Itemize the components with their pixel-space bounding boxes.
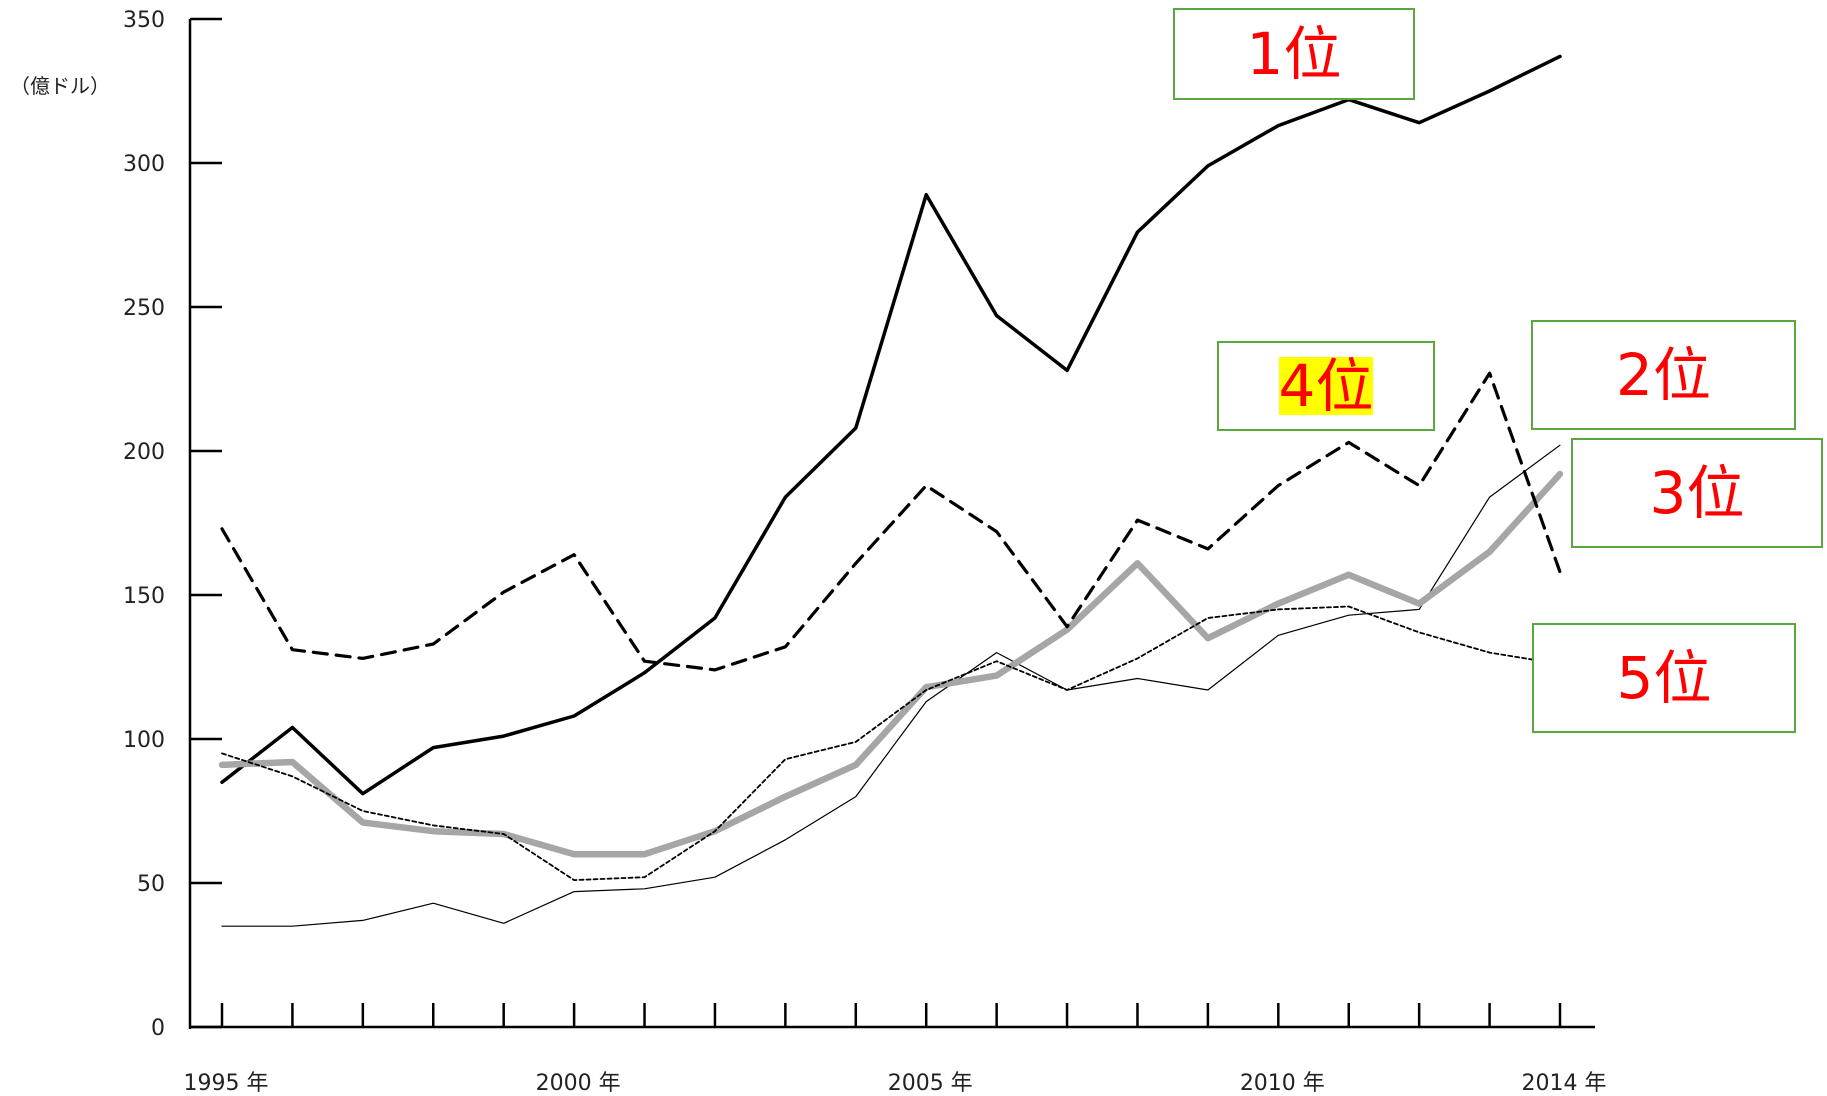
rank-label-3: 3位 [1649, 459, 1745, 527]
rank-box-2: 2位 [1531, 320, 1796, 430]
series-line-rank-5 [221, 605, 1561, 881]
rank-box-1: 1位 [1173, 8, 1415, 100]
x-tick-label-2014: 2014 年 [1522, 1071, 1607, 1096]
rank-label-1: 1位 [1246, 20, 1342, 88]
rank-label-4: 4位 [1278, 352, 1374, 420]
y-tick-label-100: 100 [123, 728, 165, 753]
y-axis-unit-label: （億ドル） [10, 74, 110, 98]
rank-label-2: 2位 [1616, 341, 1711, 409]
series-line-rank-2 [221, 444, 1561, 927]
y-tick-label-300: 300 [123, 152, 165, 177]
rank-label-5: 5位 [1616, 644, 1712, 712]
rank-box-5: 5位 [1532, 623, 1796, 733]
y-tick-label-150: 150 [123, 584, 165, 609]
y-tick-label-350: 350 [123, 8, 165, 33]
series-line-rank-1 [220, 54, 1562, 796]
rank-box-3: 3位 [1571, 438, 1823, 548]
y-tick-label-200: 200 [123, 440, 165, 465]
series-line-rank-4 [220, 371, 1562, 672]
x-tick-label-1995: 1995 年 [184, 1071, 269, 1096]
x-tick-label-2010: 2010 年 [1240, 1071, 1325, 1096]
y-tick-label-250: 250 [123, 296, 165, 321]
y-tick-label-0: 0 [151, 1016, 165, 1041]
y-tick-label-50: 50 [137, 872, 165, 897]
x-tick-label-2000: 2000 年 [536, 1071, 621, 1096]
rank-box-4: 4位 [1217, 341, 1435, 431]
series-line-rank-3 [218, 470, 1564, 858]
x-tick-label-2005: 2005 年 [888, 1071, 973, 1096]
